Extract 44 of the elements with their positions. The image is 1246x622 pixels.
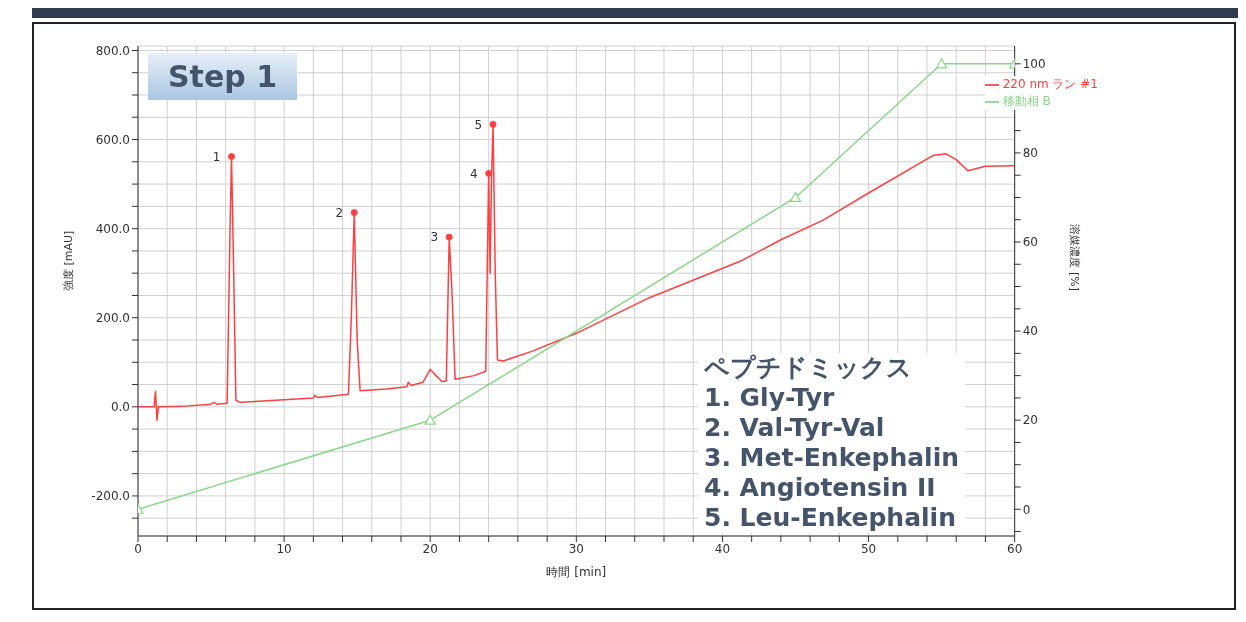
x-tick-label: 30 bbox=[568, 541, 584, 556]
point bbox=[228, 152, 236, 160]
point bbox=[350, 209, 358, 217]
annotation: 2 bbox=[335, 205, 344, 220]
y-tick-label: 800.0 bbox=[95, 43, 130, 58]
point bbox=[485, 169, 493, 177]
x-tick-label: 10 bbox=[276, 541, 292, 556]
y-tick-label: 0.0 bbox=[110, 400, 130, 415]
point bbox=[489, 120, 497, 128]
x-tick-label: 0 bbox=[134, 541, 142, 556]
y2-tick-label: 0 bbox=[1022, 502, 1031, 517]
x-axis-title: 時間 [min] bbox=[546, 565, 607, 579]
y2-axis-title: 溶媒濃度 [%] bbox=[1067, 224, 1081, 291]
y-tick-label: 600.0 bbox=[95, 132, 130, 147]
point bbox=[424, 414, 436, 425]
annotation: 3 bbox=[430, 230, 439, 245]
annotation: 5. Leu-Enkephalin bbox=[704, 503, 957, 533]
annotation: 1. Gly-Tyr bbox=[704, 383, 836, 413]
annotation: ペプチドミックス bbox=[704, 353, 913, 383]
y2-tick-label: 20 bbox=[1022, 413, 1038, 428]
x-tick-label: 20 bbox=[422, 541, 438, 556]
legend-label: 移動相 B bbox=[1002, 94, 1051, 108]
annotation: 4. Angiotensin II bbox=[704, 473, 937, 503]
y-tick-label: 200.0 bbox=[95, 310, 130, 325]
y2-tick-label: 100 bbox=[1022, 57, 1046, 72]
x-tick-label: 50 bbox=[860, 541, 877, 556]
y2-tick-label: 40 bbox=[1022, 324, 1038, 339]
annotation: 3. Met-Enkephalin bbox=[704, 443, 960, 473]
annotation: 4 bbox=[470, 166, 478, 181]
point bbox=[445, 233, 453, 241]
y-tick-label: -200.0 bbox=[91, 489, 130, 504]
annotation: 1 bbox=[212, 149, 221, 164]
text: Step 1 bbox=[148, 53, 298, 100]
annotation: 2. Val-Tyr-Val bbox=[704, 413, 886, 443]
annotation: 5 bbox=[474, 117, 483, 132]
legend-label: 220 nm ラン #1 bbox=[1002, 77, 1098, 91]
x-tick-label: 60 bbox=[1007, 541, 1023, 556]
point bbox=[789, 191, 802, 203]
y2-tick-label: 60 bbox=[1022, 235, 1038, 250]
y-axis-title: 強度 [mAU] bbox=[61, 230, 75, 291]
point bbox=[936, 58, 948, 69]
y-tick-label: 400.0 bbox=[95, 221, 130, 236]
x-tick-label: 40 bbox=[714, 541, 731, 556]
y2-tick-label: 80 bbox=[1022, 146, 1038, 161]
